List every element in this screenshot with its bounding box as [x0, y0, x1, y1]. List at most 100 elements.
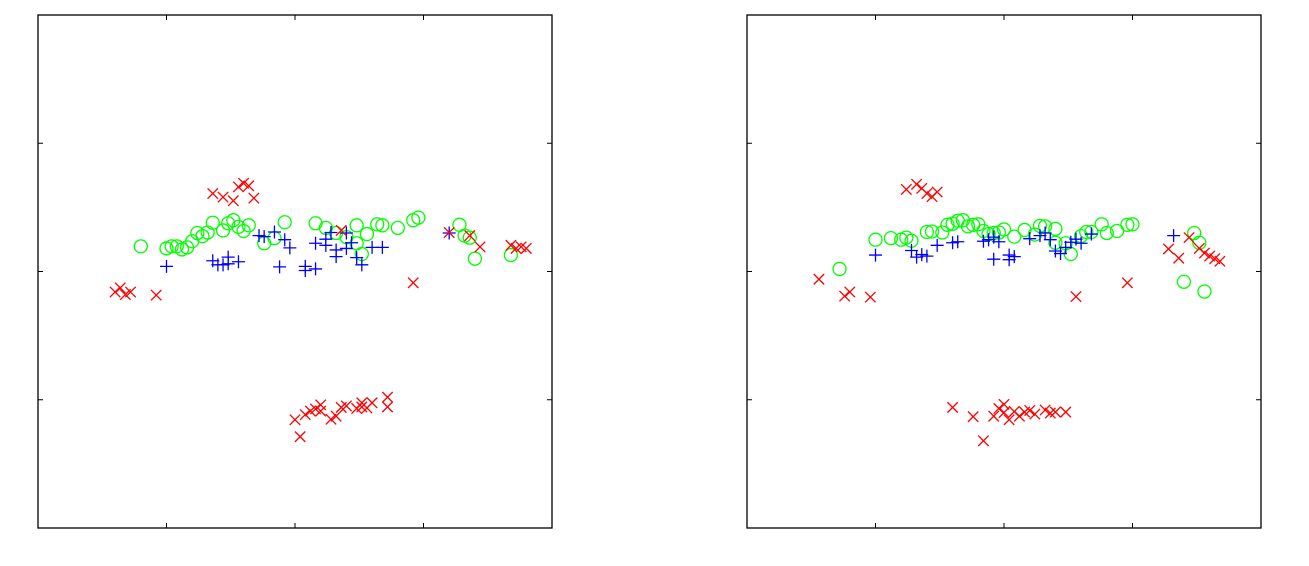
point-plus: [1007, 250, 1021, 264]
point-plus: [319, 238, 333, 252]
point-plus: [267, 225, 281, 239]
point-plus: [1167, 229, 1181, 243]
point-plus: [350, 251, 364, 265]
point-circle: [868, 232, 883, 247]
point-circle: [231, 219, 246, 235]
point-circle: [924, 224, 940, 239]
point-circle: [277, 215, 292, 230]
point-cross: [1070, 290, 1082, 303]
point-cross: [330, 410, 342, 422]
point-circle: [308, 216, 323, 231]
point-plus: [1038, 226, 1052, 240]
point-plus: [221, 250, 235, 264]
point-cross: [844, 286, 856, 298]
point-circle: [1109, 223, 1125, 239]
point-cross: [864, 291, 877, 303]
point-plus: [992, 235, 1006, 249]
point-plus: [309, 236, 323, 250]
point-plus: [915, 248, 929, 262]
point-plus: [910, 250, 924, 264]
point-cross: [243, 180, 255, 192]
point-plus: [1074, 236, 1088, 250]
point-circle: [883, 231, 899, 246]
point-cross: [988, 410, 1000, 422]
point-cross: [1024, 404, 1036, 417]
point-plus: [1064, 235, 1078, 249]
point-cross: [315, 399, 327, 411]
point-cross: [946, 401, 959, 414]
point-cross: [366, 397, 378, 409]
point-plus: [930, 238, 944, 252]
point-circle: [370, 217, 385, 232]
point-cross: [381, 401, 394, 413]
point-circle: [215, 223, 231, 238]
point-plus: [1002, 248, 1016, 262]
point-circle: [1079, 224, 1094, 240]
point-cross: [299, 408, 311, 421]
plot-1: [37, 14, 553, 529]
point-plus: [257, 230, 271, 244]
point-circle: [236, 223, 251, 239]
point-cross: [325, 413, 337, 425]
point-plus: [216, 258, 230, 272]
point-cross: [474, 241, 486, 253]
point-plus: [298, 263, 312, 277]
point-circle: [919, 224, 935, 240]
point-circle: [1048, 221, 1063, 237]
point-cross: [839, 290, 851, 302]
point-cross: [1060, 406, 1072, 418]
point-cross: [1049, 406, 1062, 418]
point-cross: [443, 226, 455, 239]
point-plus: [1084, 227, 1098, 241]
point-plus: [309, 262, 323, 276]
point-circle: [1176, 274, 1192, 289]
point-cross: [464, 229, 476, 242]
point-cross: [340, 400, 353, 412]
point-circle: [411, 210, 426, 225]
point-circle: [390, 220, 405, 236]
point-cross: [977, 435, 990, 447]
point-plus: [976, 234, 990, 248]
point-circle: [1125, 217, 1140, 232]
point-circle: [205, 215, 220, 230]
point-cross: [1003, 414, 1015, 426]
point-cross: [1183, 231, 1195, 244]
point-plus: [231, 255, 245, 269]
point-circle: [467, 251, 483, 266]
point-cross: [109, 286, 121, 298]
point-plus: [324, 226, 338, 240]
point-plus: [1033, 229, 1047, 243]
point-plus: [987, 252, 1001, 266]
point-plus: [375, 240, 389, 254]
point-cross: [520, 242, 532, 255]
point-cross: [207, 187, 219, 200]
point-cross: [998, 398, 1010, 411]
point-cross: [232, 181, 245, 193]
point-plus: [355, 258, 369, 272]
point-circle: [1192, 235, 1207, 250]
point-circle: [1197, 284, 1212, 299]
point-cross: [1198, 247, 1211, 259]
point-cross: [910, 178, 923, 190]
point-cross: [921, 187, 933, 200]
point-cross: [900, 183, 912, 196]
point-circle: [241, 218, 256, 233]
point-circle: [503, 247, 519, 263]
point-circle: [832, 261, 847, 277]
point-cross: [1039, 404, 1051, 416]
point-plus: [904, 243, 918, 257]
point-circle: [1007, 229, 1022, 244]
point-cross: [227, 195, 239, 207]
point-cross: [114, 282, 126, 294]
point-circle: [1099, 225, 1114, 241]
point-circle: [359, 226, 375, 242]
plot-2: [746, 14, 1262, 529]
point-circle: [935, 225, 950, 240]
point-circle: [940, 217, 955, 232]
point-plus: [920, 249, 934, 263]
point-plus: [273, 260, 287, 274]
point-cross: [289, 414, 301, 426]
point-circle: [1094, 217, 1109, 232]
point-plus: [982, 233, 996, 247]
